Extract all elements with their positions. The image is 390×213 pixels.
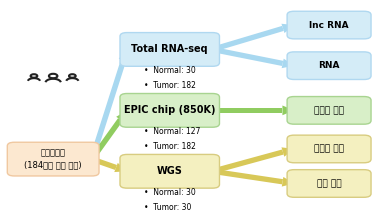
Text: WGS: WGS [157, 166, 183, 176]
Polygon shape [282, 177, 294, 187]
Text: 유전체 변이: 유전체 변이 [314, 144, 344, 153]
Text: lnc RNA: lnc RNA [309, 21, 349, 30]
Polygon shape [212, 169, 283, 184]
Polygon shape [212, 150, 284, 174]
Text: EPIC chip (850K): EPIC chip (850K) [124, 105, 216, 115]
Text: RNA: RNA [318, 61, 340, 70]
Polygon shape [282, 24, 294, 33]
Polygon shape [91, 157, 117, 170]
Text: •  Normal: 30
•  Tumor: 182: • Normal: 30 • Tumor: 182 [144, 66, 196, 90]
Text: •  Normal: 127
•  Tumor: 182: • Normal: 127 • Tumor: 182 [144, 127, 200, 151]
Polygon shape [282, 147, 294, 157]
FancyBboxPatch shape [287, 52, 371, 79]
Polygon shape [116, 110, 127, 122]
FancyBboxPatch shape [120, 154, 220, 188]
FancyBboxPatch shape [287, 11, 371, 39]
Polygon shape [212, 26, 284, 52]
Polygon shape [119, 49, 128, 62]
Polygon shape [212, 47, 283, 66]
FancyBboxPatch shape [120, 94, 220, 127]
FancyBboxPatch shape [287, 170, 371, 197]
FancyBboxPatch shape [120, 33, 220, 66]
Polygon shape [89, 59, 126, 160]
FancyBboxPatch shape [7, 142, 99, 176]
Polygon shape [90, 118, 123, 161]
Polygon shape [282, 59, 294, 68]
FancyBboxPatch shape [287, 135, 371, 163]
Text: •  Normal: 30
•  Tumor: 30: • Normal: 30 • Tumor: 30 [144, 188, 196, 212]
Text: 구조 변이: 구조 변이 [317, 179, 341, 188]
Polygon shape [282, 105, 294, 115]
Text: 메틸화 변이: 메틸화 변이 [314, 106, 344, 115]
Polygon shape [114, 163, 127, 172]
Text: Total RNA-seq: Total RNA-seq [131, 45, 208, 55]
FancyBboxPatch shape [287, 96, 371, 124]
Text: 서울대병원
(184명의 간암 샘플): 서울대병원 (184명의 간암 샘플) [24, 148, 82, 170]
Polygon shape [213, 108, 282, 113]
